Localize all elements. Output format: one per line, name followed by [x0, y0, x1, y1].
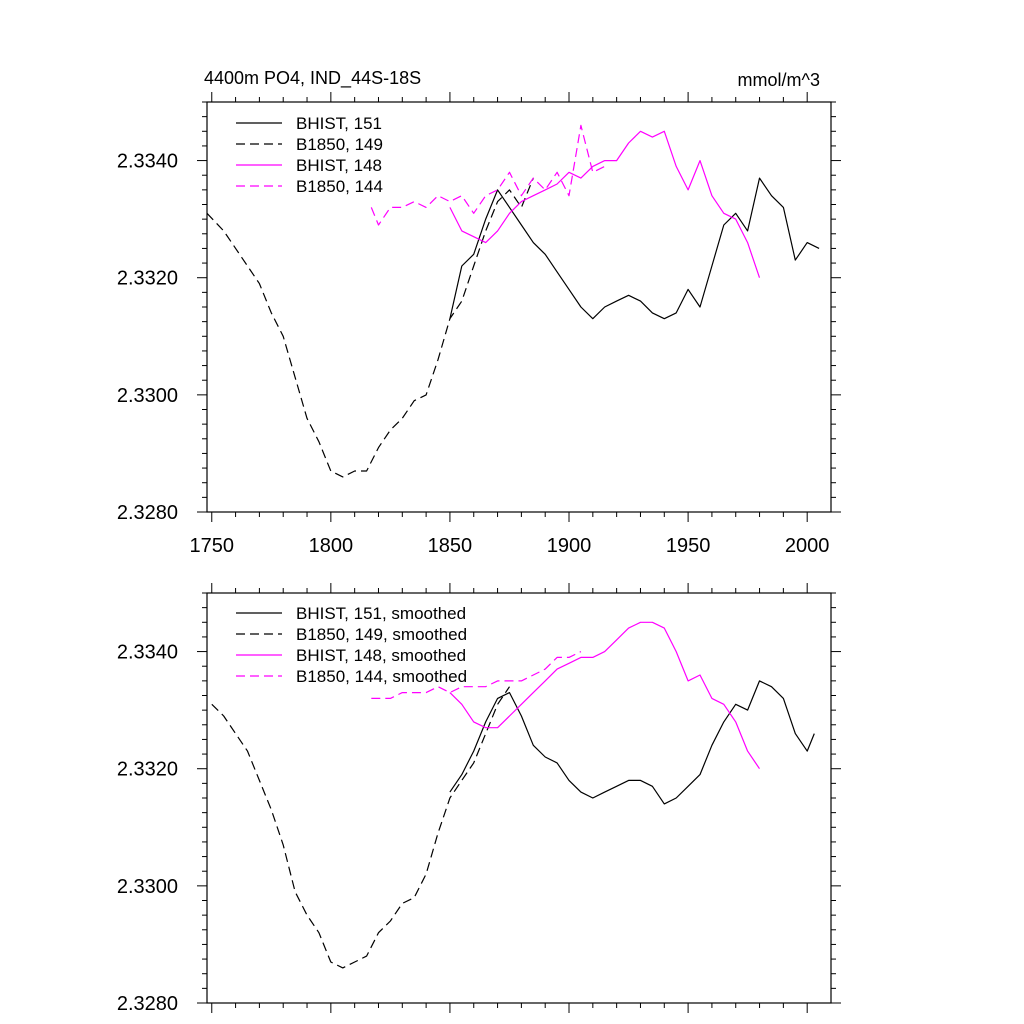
series-line: [449, 680, 815, 805]
y-tick-label: 2.3280: [117, 993, 178, 1015]
y-tick-label: 2.3320: [117, 268, 178, 290]
series-line: [449, 621, 760, 770]
legend-label: BHIST, 151: [296, 114, 382, 133]
legend-label: B1850, 149, smoothed: [296, 625, 467, 644]
series-line: [371, 651, 582, 700]
series-line: [211, 686, 510, 969]
x-tick-label: 1750: [190, 535, 235, 557]
legend-label: BHIST, 151, smoothed: [296, 604, 466, 623]
y-tick-label: 2.3280: [117, 502, 178, 524]
bottom-panel: 2.3280 2.3300 2.3320 2.3340 BHIST, 151, smoo…: [117, 583, 841, 1015]
series-line: [206, 177, 534, 478]
top-panel: 1750 1800 1850 1900 1950 2000 2.3280 2.3300 2.33…: [117, 92, 841, 557]
y-tick-label: 2.3340: [117, 642, 178, 664]
panel-title-left: 4400m PO4, IND_44S-18S: [204, 68, 421, 89]
y-tick-label: 2.3340: [117, 151, 178, 173]
x-tick-label: 1800: [309, 535, 354, 557]
series-line: [449, 177, 820, 320]
y-tick-label: 2.3320: [117, 759, 178, 781]
y-tick-label: 2.3300: [117, 385, 178, 407]
x-tick-label: 1850: [428, 535, 473, 557]
legend-label: B1850, 149: [296, 135, 383, 154]
legend-label: B1850, 144, smoothed: [296, 667, 467, 686]
legend-label: BHIST, 148, smoothed: [296, 646, 466, 665]
panel-title-units: mmol/m^3: [738, 70, 820, 90]
series-line: [370, 124, 605, 226]
x-tick-label: 2000: [785, 535, 830, 557]
series-line: [449, 130, 761, 278]
legend-label: BHIST, 148: [296, 156, 382, 175]
x-tick-label: 1900: [547, 535, 592, 557]
y-tick-label: 2.3300: [117, 876, 178, 898]
legend-label: B1850, 144: [296, 177, 383, 196]
x-tick-label: 1950: [666, 535, 711, 557]
